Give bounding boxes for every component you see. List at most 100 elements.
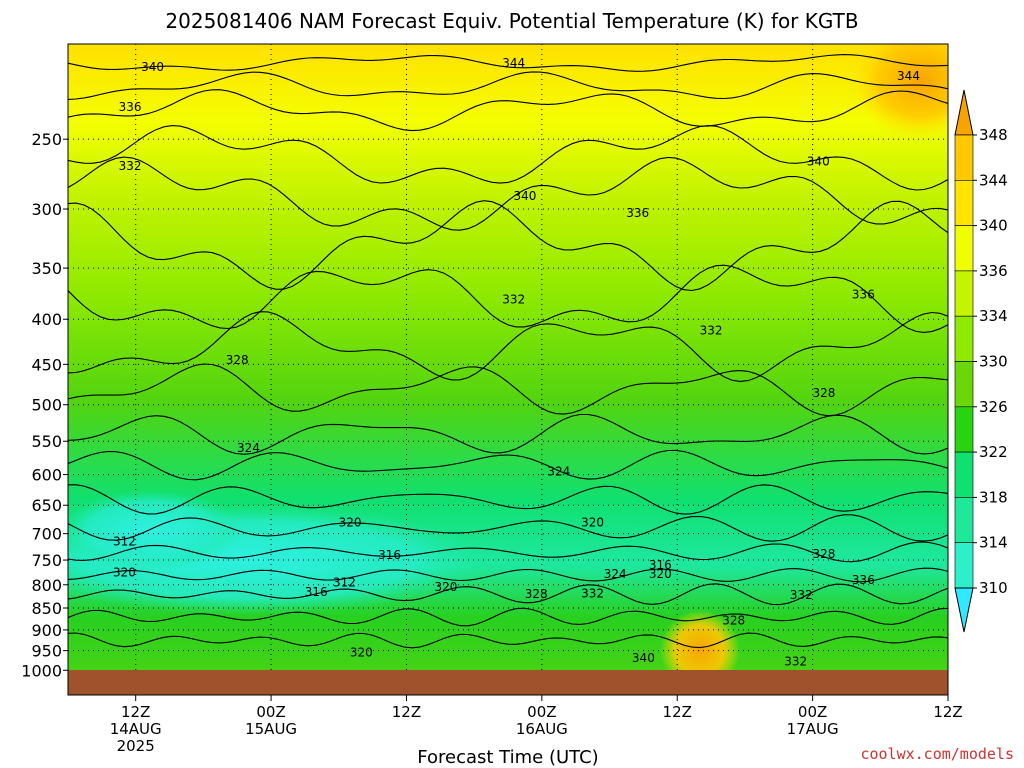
colorbar-label: 318 (979, 488, 1008, 506)
x-tick-label: 12Z (663, 703, 692, 721)
colorbar-min-arrow (954, 587, 974, 633)
contour-label: 340 (632, 651, 655, 665)
contour-label: 336 (119, 100, 142, 114)
y-tick-label: 600 (31, 466, 62, 485)
y-tick-label: 1000 (21, 661, 62, 680)
y-tick-label: 800 (31, 576, 62, 595)
y-tick-label: 900 (31, 621, 62, 640)
contour-label: 332 (502, 293, 525, 307)
cold-core-region-west (68, 490, 240, 570)
colorbar-swatch (954, 134, 974, 181)
contour-label: 340 (807, 155, 830, 169)
colorbar-swatch (954, 497, 974, 543)
contour-label: 328 (812, 547, 835, 561)
y-tick-label: 300 (31, 200, 62, 219)
y-tick-label: 450 (31, 355, 62, 374)
contour-label: 324 (237, 441, 260, 455)
contour-label: 320 (113, 566, 136, 580)
contour-lines (68, 54, 948, 649)
colorbar-label: 326 (979, 398, 1008, 416)
contour-labels: 340 344 344 336 332 340 340 336 332 332 336 328 328 3… (113, 56, 920, 669)
colorbar: 348 344 340 336 334 330 326 322 318 314 310 (954, 89, 1008, 633)
contour-label: 324 (547, 464, 570, 478)
x-tick-label: 12Z (121, 703, 150, 721)
x-tick-label: 00Z (256, 703, 285, 721)
contour-label: 324 (604, 567, 627, 581)
x-tick-label: 15AUG (245, 720, 297, 738)
contour-label: 320 (339, 516, 362, 530)
x-tick-label: 2025 (117, 737, 155, 755)
colorbar-swatch (954, 270, 974, 317)
y-tick-label: 650 (31, 496, 62, 515)
colorbar-swatch (954, 361, 974, 408)
x-tick-label: 14AUG (110, 720, 162, 738)
warm-region-top (850, 44, 948, 140)
contour-line (68, 583, 948, 606)
colorbar-swatch (954, 225, 974, 272)
contour-label: 320 (350, 646, 373, 660)
colorbar-label: 314 (979, 534, 1008, 552)
contour-line (68, 607, 948, 627)
contour-label: 312 (333, 575, 356, 589)
contour-line (68, 363, 948, 417)
colorbar-label: 330 (979, 353, 1008, 371)
contour-label: 340 (141, 60, 164, 74)
x-axis-title: Forecast Time (UTC) (417, 747, 598, 768)
y-tick-label: 350 (31, 259, 62, 278)
contour-line (68, 156, 948, 231)
contour-label: 312 (113, 535, 136, 549)
contour-label: 328 (226, 353, 249, 367)
contour-label: 332 (581, 586, 604, 600)
contour-label: 340 (513, 189, 536, 203)
chart-title: 2025081406 NAM Forecast Equiv. Potential… (165, 9, 858, 33)
contour-line (68, 541, 948, 563)
colorbar-label: 340 (979, 217, 1008, 235)
contour-label: 328 (812, 386, 835, 400)
contour-line (68, 200, 948, 292)
colorbar-label: 334 (979, 307, 1008, 325)
contour-label: 336 (852, 573, 875, 587)
contour-line (68, 413, 948, 455)
x-tick-label: 12Z (933, 703, 962, 721)
y-tick-label: 500 (31, 396, 62, 415)
contour-line (68, 567, 948, 583)
colorbar-swatch (954, 180, 974, 226)
contour-label: 336 (626, 206, 649, 220)
contour-line (68, 449, 948, 481)
contour-line (68, 514, 948, 542)
contour-label: 332 (119, 159, 142, 173)
y-axis: 250 300 350 400 450 500 550 600 650 700 750 800 850 9… (21, 130, 68, 680)
y-tick-label: 700 (31, 525, 62, 544)
contour-label: 332 (790, 588, 813, 602)
contour-label: 316 (649, 558, 672, 572)
contour-line (68, 484, 948, 515)
x-tick-label: 00Z (527, 703, 556, 721)
x-tick-label: 16AUG (516, 720, 568, 738)
plot-area: 340 344 344 336 332 340 340 336 332 332 336 328 328 3… (68, 44, 948, 695)
credit-text: coolwx.com/models (860, 745, 1014, 763)
contour-label: 320 (434, 580, 457, 594)
contour-line (68, 125, 948, 191)
contour-label: 316 (378, 548, 401, 562)
contour-line (68, 311, 948, 382)
colorbar-label: 322 (979, 443, 1008, 461)
contour-label: 344 (502, 56, 525, 70)
y-tick-label: 550 (31, 432, 62, 451)
x-tick-label: 17AUG (787, 720, 839, 738)
colorbar-swatch (954, 451, 974, 498)
colorbar-swatch (954, 406, 974, 453)
contour-line (68, 264, 948, 333)
x-tick-label: 12Z (392, 703, 421, 721)
colorbar-label: 348 (979, 126, 1008, 144)
y-tick-label: 250 (31, 130, 62, 149)
y-tick-label: 750 (31, 551, 62, 570)
contour-label: 320 (649, 567, 672, 581)
colorbar-label: 344 (979, 171, 1008, 189)
ground-layer (68, 670, 948, 695)
colorbar-label: 336 (979, 262, 1008, 280)
y-tick-label: 850 (31, 599, 62, 618)
contour-label: 328 (722, 613, 745, 627)
colorbar-label: 310 (979, 579, 1008, 597)
